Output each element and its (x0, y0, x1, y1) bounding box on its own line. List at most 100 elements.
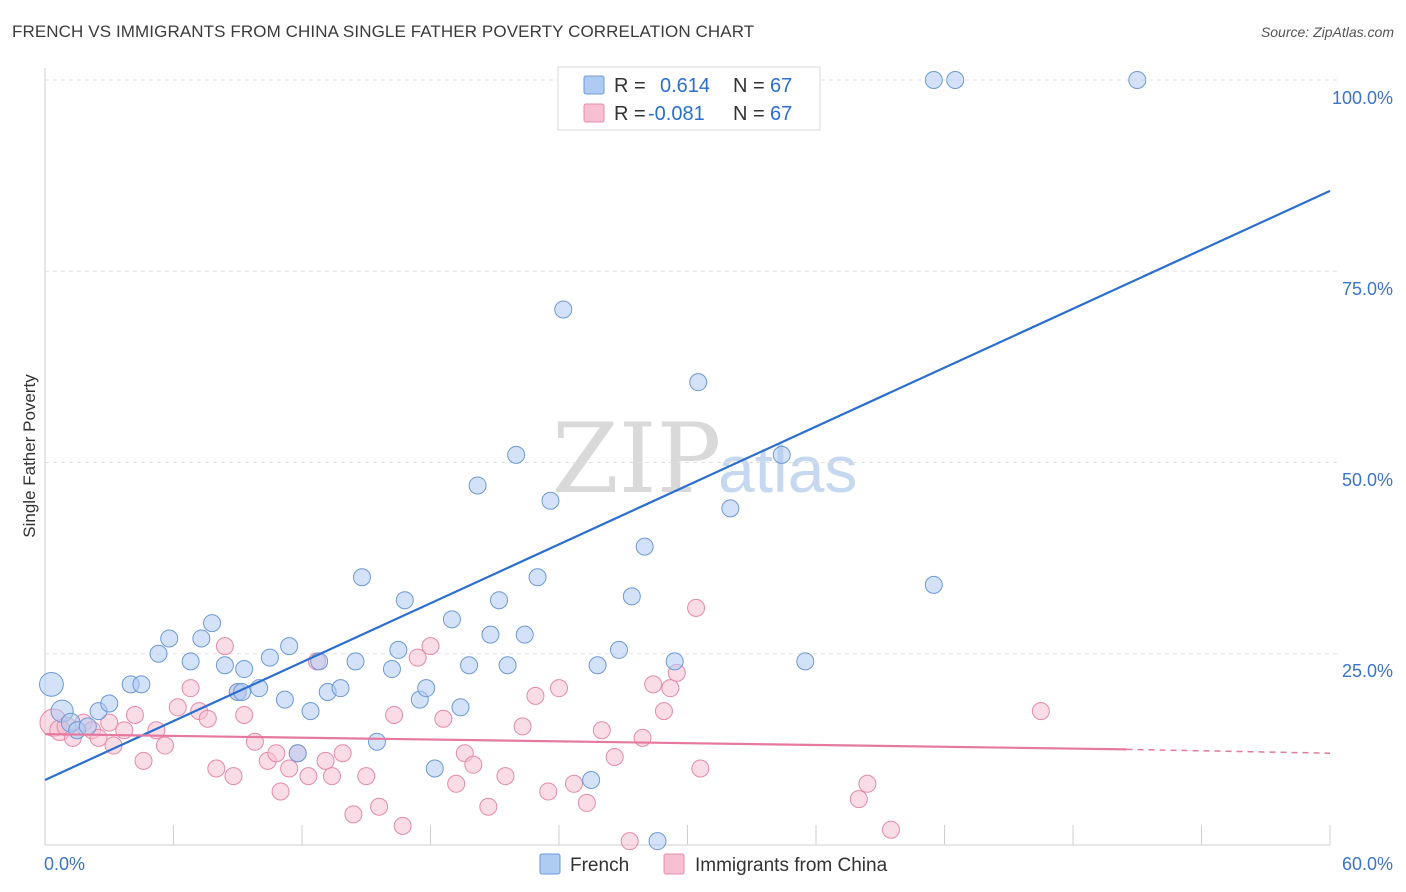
french-point-39 (468, 476, 487, 495)
china-point-45 (479, 797, 498, 816)
bottom-legend: French Immigrants from China (539, 853, 888, 876)
china-point-64 (858, 774, 877, 793)
legend-n-label-2: N = (733, 103, 765, 125)
french-point-11 (181, 652, 200, 671)
french-point-40 (481, 625, 500, 644)
china-point-49 (539, 782, 558, 801)
french-point-38 (460, 656, 479, 675)
china-point-32 (322, 767, 341, 786)
bottom-legend-china: Immigrants from China (695, 855, 888, 876)
china-point-11 (134, 751, 153, 770)
french-point-44 (515, 625, 534, 644)
french-point-50 (609, 640, 628, 659)
french-point-53 (648, 832, 667, 851)
china-point-14 (168, 698, 187, 717)
china-point-26 (271, 782, 290, 801)
french-point-35 (425, 759, 444, 778)
china-point-62 (691, 759, 710, 778)
china-point-10 (125, 705, 144, 724)
china-point-61 (687, 598, 706, 617)
y-tick-label-0: 25.0% (1342, 661, 1393, 681)
china-point-50 (550, 679, 568, 698)
french-point-4 (78, 717, 97, 736)
china-point-35 (357, 767, 376, 786)
french-point-29 (367, 732, 386, 751)
watermark-atlas: atlas (718, 432, 857, 506)
french-trend-line (44, 189, 1331, 781)
french-point-31 (389, 640, 408, 659)
french-point-36 (442, 610, 461, 629)
china-point-34 (344, 805, 363, 824)
china-point-56 (633, 728, 652, 747)
china-point-46 (496, 767, 515, 786)
bottom-legend-french: French (570, 855, 629, 876)
china-point-7 (100, 713, 119, 732)
china-point-27 (280, 759, 299, 778)
french-point-48 (582, 770, 601, 789)
french-point-57 (772, 445, 791, 464)
french-point-54 (665, 652, 684, 671)
legend-r-value-2: -0.081 (648, 103, 705, 125)
french-point-21 (280, 637, 299, 656)
china-point-48 (526, 686, 545, 705)
grid (45, 79, 1340, 655)
legend-n-label-1: N = (733, 75, 765, 97)
axes: 25.0% 50.0% 75.0% 100.0% 0.0% 60.0% (44, 68, 1393, 874)
china-point-13 (155, 736, 174, 755)
china-point-63 (849, 790, 868, 809)
china-trend-line-extension (1126, 748, 1331, 754)
watermark-zip: ZIP (552, 403, 721, 515)
china-point-55 (620, 832, 639, 851)
china-point-33 (333, 744, 352, 763)
china-point-15 (181, 679, 200, 698)
french-point-63 (924, 71, 943, 89)
french-point-30 (382, 660, 401, 679)
china-point-39 (408, 648, 427, 667)
french-point-51 (622, 587, 641, 606)
watermark: ZIP atlas (552, 403, 857, 515)
x-tick-label-0: 0.0% (44, 854, 85, 874)
china-point-40 (421, 637, 440, 656)
french-point-34 (417, 679, 436, 698)
y-axis-title: Single Father Poverty (20, 374, 39, 538)
y-tick-label-3: 100.0% (1332, 88, 1393, 108)
french-point-41 (490, 591, 509, 610)
chart-title: FRENCH VS IMMIGRANTS FROM CHINA SINGLE F… (12, 22, 755, 41)
french-point-28 (352, 568, 371, 587)
french-point-32 (395, 591, 414, 610)
french-point-64 (946, 71, 965, 89)
china-point-51 (564, 774, 583, 793)
china-point-6 (89, 728, 108, 747)
french-point-19 (260, 648, 279, 667)
china-point-53 (592, 721, 611, 740)
french-point-8 (132, 675, 151, 694)
x-tick-label-1: 60.0% (1342, 854, 1393, 874)
y-tick-label-2: 75.0% (1342, 279, 1393, 299)
legend: R = 0.614 N = 67 R = -0.081 N = 67 (557, 66, 821, 131)
china-point-23 (245, 732, 264, 751)
french-point-12 (192, 629, 211, 648)
french-point-43 (507, 445, 526, 464)
china-point-29 (299, 767, 318, 786)
china-trend-line (44, 732, 1127, 751)
french-point-42 (498, 656, 517, 675)
china-point-36 (370, 797, 389, 816)
french-point-0 (39, 671, 64, 697)
china-point-58 (654, 702, 673, 721)
french-point-27 (346, 652, 365, 671)
french-point-37 (451, 698, 470, 717)
y-tick-label-1: 50.0% (1342, 470, 1393, 490)
french-point-59 (924, 575, 943, 594)
china-point-31 (316, 751, 335, 770)
french-point-17 (235, 660, 254, 679)
french-point-58 (796, 652, 815, 671)
french-point-14 (215, 656, 234, 675)
china-point-38 (393, 816, 412, 835)
french-point-55 (689, 373, 708, 392)
bottom-legend-swatch-china (663, 853, 685, 875)
legend-swatch-french (583, 75, 605, 95)
french-point-13 (203, 614, 222, 633)
french-point-22 (288, 744, 307, 763)
trend-lines (44, 189, 1331, 781)
